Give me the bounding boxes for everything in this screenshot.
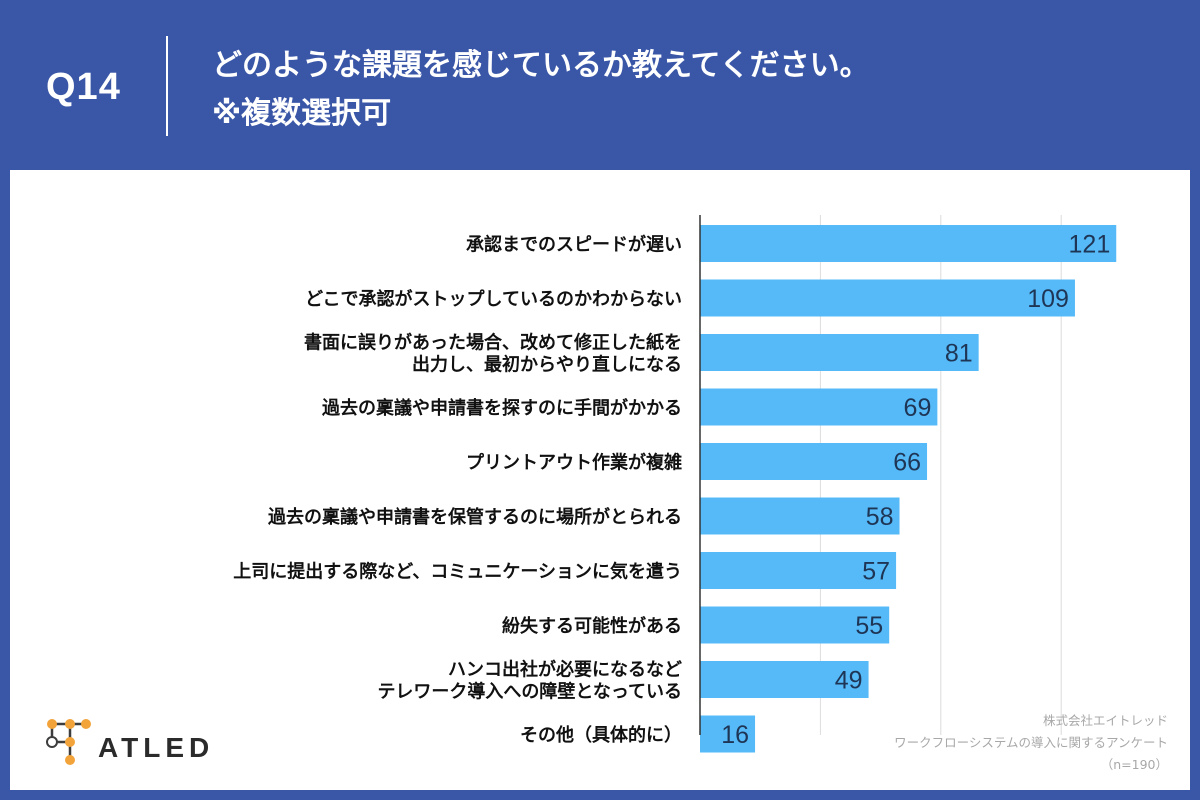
source-line2: ワークフローシステムの導入に関するアンケート bbox=[894, 735, 1168, 750]
question-title: どのような課題を感じているか教えてください。 ※複数選択可 bbox=[212, 42, 1172, 138]
logo-text: ATLED bbox=[98, 732, 215, 763]
question-title-line2: ※複数選択可 bbox=[212, 96, 392, 131]
atled-logo: ATLED bbox=[40, 710, 240, 774]
bar-value-label: 58 bbox=[866, 503, 894, 531]
bar-value-label: 55 bbox=[855, 612, 883, 640]
bar bbox=[700, 552, 897, 589]
category-label: 書面に誤りがあった場合、改めて修正した紙を bbox=[304, 332, 682, 354]
question-title-line1: どのような課題を感じているか教えてください。 bbox=[212, 48, 870, 83]
bar bbox=[700, 443, 928, 480]
bar bbox=[700, 606, 890, 644]
category-label: 出力し、最初からやり直しになる bbox=[412, 354, 682, 376]
bar bbox=[700, 279, 1075, 317]
category-label: テレワーク導入への障壁となっている bbox=[377, 681, 682, 703]
bar bbox=[700, 334, 979, 371]
source-line3: （n=190） bbox=[1100, 757, 1168, 772]
bar-chart: 121 承認までのスピードが遅い 109 どこで承認がストップしているのかわからない 8… bbox=[233, 215, 1117, 753]
chart-panel: 121 承認までのスピードが遅い 109 どこで承認がストップしているのかわからない 8… bbox=[10, 170, 1190, 790]
bar-value-label: 49 bbox=[835, 667, 863, 695]
bar bbox=[700, 715, 756, 753]
category-label: どこで承認がストップしているのかわからない bbox=[305, 288, 682, 310]
category-label: ハンコ出社が必要になるなど bbox=[448, 659, 682, 681]
bar bbox=[700, 225, 1117, 262]
bar-value-label: 81 bbox=[945, 340, 973, 368]
category-label: 過去の稟議や申請書を保管するのに場所がとられる bbox=[268, 506, 682, 528]
category-label: その他（具体的に） bbox=[520, 724, 682, 746]
category-label: プリントアウト作業が複雑 bbox=[466, 452, 682, 474]
category-label: 過去の稟議や申請書を探すのに手間がかかる bbox=[322, 397, 682, 419]
bar bbox=[700, 661, 869, 698]
bar bbox=[700, 388, 938, 426]
category-label: 承認までのスピードが遅い bbox=[466, 234, 682, 256]
bar bbox=[700, 497, 900, 535]
bar-value-label: 109 bbox=[1027, 285, 1069, 313]
header-divider bbox=[166, 36, 168, 136]
question-number: Q14 bbox=[46, 66, 121, 108]
header: Q14 どのような課題を感じているか教えてください。 ※複数選択可 bbox=[0, 0, 1200, 168]
category-label: 上司に提出する際など、コミュニケーションに気を遣う bbox=[233, 561, 682, 583]
bar-value-label: 66 bbox=[893, 449, 921, 477]
logo-mark-icon bbox=[46, 719, 91, 765]
bar-value-label: 69 bbox=[904, 394, 932, 422]
source-line1: 株式会社エイトレッド bbox=[1042, 713, 1168, 728]
bar-value-label: 16 bbox=[721, 721, 749, 749]
bar-value-label: 57 bbox=[862, 558, 890, 586]
category-label: 紛失する可能性がある bbox=[502, 615, 682, 637]
source-note: 株式会社エイトレッド ワークフローシステムの導入に関するアンケート （n=190… bbox=[894, 710, 1168, 776]
bar-value-label: 121 bbox=[1069, 231, 1111, 259]
